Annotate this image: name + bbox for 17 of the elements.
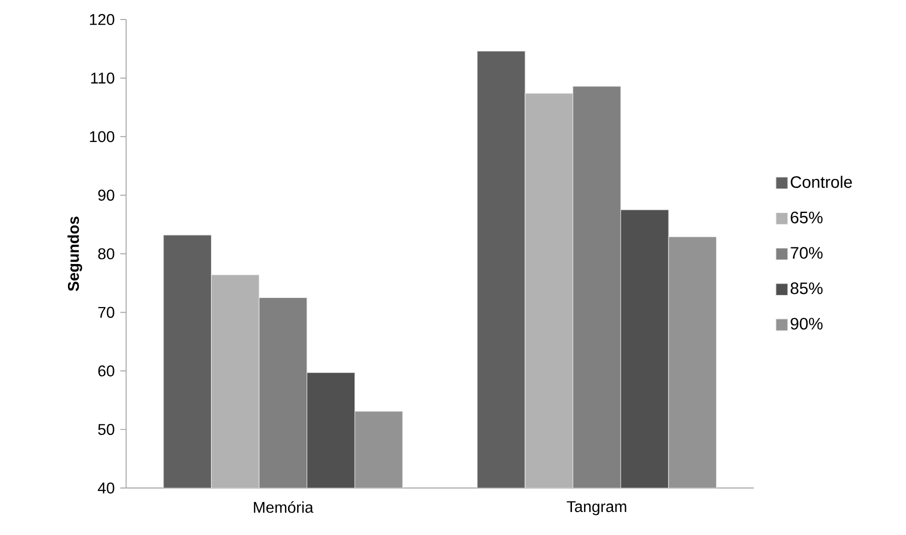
legend-label: 65% bbox=[790, 212, 823, 224]
y-axis-title: Segundos bbox=[68, 216, 82, 292]
x-tick-label: Memória bbox=[254, 501, 314, 513]
y-tick-label: 40 bbox=[98, 482, 114, 494]
y-tick-label: 50 bbox=[98, 424, 114, 436]
y-tick-label: 60 bbox=[98, 365, 114, 376]
y-tick-label: 90 bbox=[98, 190, 114, 201]
y-tick-label: 100 bbox=[90, 131, 114, 142]
legend-label: 70% bbox=[790, 247, 823, 259]
legend-label: Controle bbox=[790, 176, 852, 188]
legend-label: 90% bbox=[790, 318, 823, 330]
y-tick-label: 70 bbox=[98, 306, 114, 318]
y-tick-label: 110 bbox=[91, 72, 114, 84]
y-tick-label: 120 bbox=[90, 14, 114, 26]
x-tick-label: Tangram bbox=[566, 501, 626, 516]
y-tick-label: 80 bbox=[98, 248, 114, 260]
legend-label: 85% bbox=[790, 282, 823, 294]
